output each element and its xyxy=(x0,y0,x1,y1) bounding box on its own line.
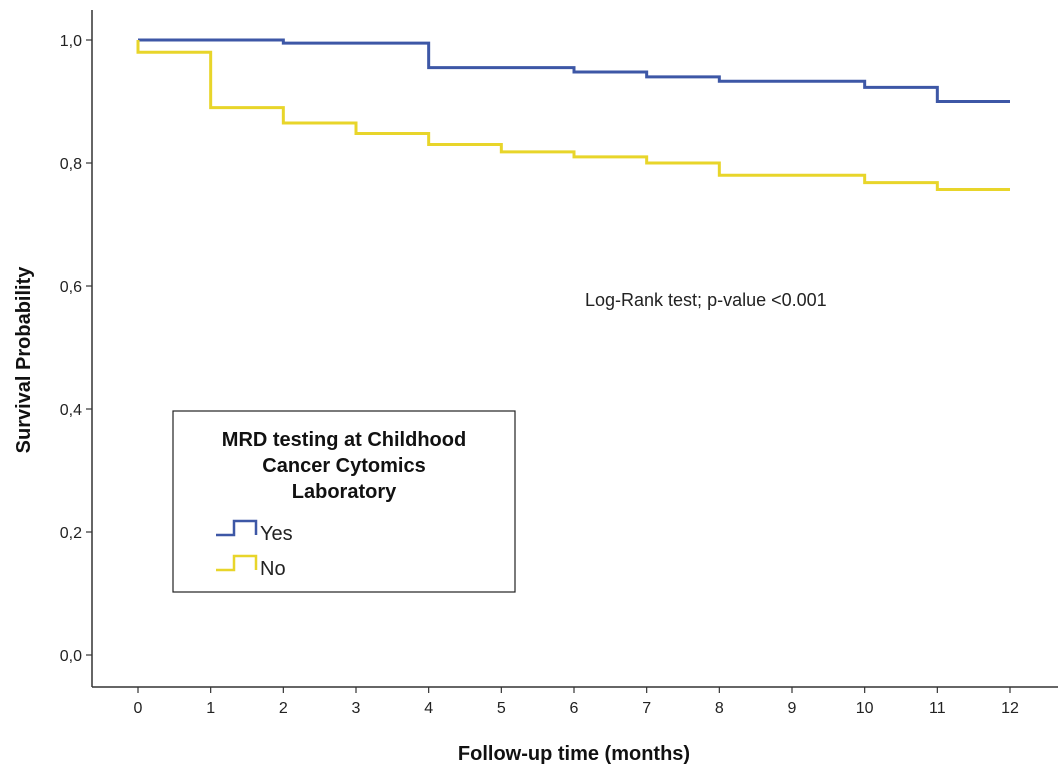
y-tick-label: 0,0 xyxy=(60,648,82,665)
x-tick-label: 7 xyxy=(642,700,651,717)
x-axis-ticks: 0 1 2 3 4 5 6 7 8 9 10 11 12 xyxy=(134,687,1019,717)
x-tick-label: 9 xyxy=(788,700,797,717)
x-tick-label: 4 xyxy=(424,700,433,717)
x-tick-label: 3 xyxy=(352,700,361,717)
y-axis-ticks: 0,0 0,2 0,4 0,6 0,8 1,0 xyxy=(60,33,92,665)
legend-swatch-yes xyxy=(216,519,258,537)
legend-box xyxy=(172,410,516,593)
y-tick-label: 0,6 xyxy=(60,279,82,296)
y-tick-label: 1,0 xyxy=(60,33,82,50)
legend: MRD testing at Childhood Cancer Cytomics… xyxy=(172,410,516,593)
y-tick-label: 0,8 xyxy=(60,156,82,173)
log-rank-annotation: Log-Rank test; p-value <0.001 xyxy=(585,290,827,310)
legend-label-no: No xyxy=(260,558,286,580)
x-tick-label: 10 xyxy=(856,700,874,717)
legend-label-yes: Yes xyxy=(260,523,293,545)
x-tick-label: 2 xyxy=(279,700,288,717)
series-line-yes xyxy=(138,38,1010,103)
x-tick-label: 11 xyxy=(929,700,946,717)
legend-title-line-2: Cancer Cytomics xyxy=(262,455,425,477)
legend-title-line-3: Laboratory xyxy=(292,481,397,503)
x-tick-label: 6 xyxy=(570,700,579,717)
x-tick-label: 5 xyxy=(497,700,506,717)
legend-swatch-no xyxy=(216,554,258,572)
x-tick-label: 0 xyxy=(134,700,143,717)
y-tick-label: 0,2 xyxy=(60,525,82,542)
x-tick-label: 12 xyxy=(1001,700,1019,717)
y-axis-title: Survival Probability xyxy=(13,266,35,454)
x-axis-title: Follow-up time (months) xyxy=(458,743,690,765)
series-line-no xyxy=(136,40,1010,191)
y-tick-label: 0,4 xyxy=(60,402,82,419)
x-tick-label: 8 xyxy=(715,700,724,717)
legend-title-line-1: MRD testing at Childhood xyxy=(222,429,466,451)
x-tick-label: 1 xyxy=(206,700,215,717)
series-group xyxy=(136,38,1010,191)
